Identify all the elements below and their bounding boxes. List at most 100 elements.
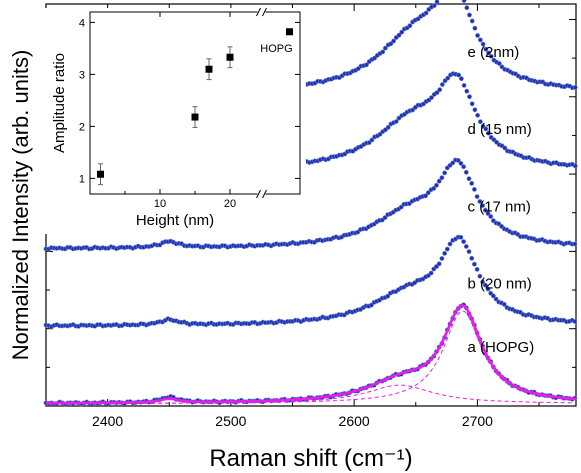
axis-break-gap xyxy=(257,9,266,15)
data-point xyxy=(477,199,483,204)
x-tick-label: 2500 xyxy=(215,413,246,429)
data-point xyxy=(461,239,466,244)
data-point xyxy=(428,270,434,276)
data-point xyxy=(483,126,489,132)
data-point xyxy=(434,90,440,95)
inset-data-point xyxy=(191,113,199,121)
data-point xyxy=(439,82,445,87)
data-point xyxy=(393,119,399,124)
data-point xyxy=(461,83,467,88)
series-label: e (2nm) xyxy=(468,44,520,61)
data-point xyxy=(467,94,472,100)
data-point xyxy=(463,244,469,249)
data-point xyxy=(572,318,578,324)
data-point xyxy=(502,145,508,151)
inset-data-point xyxy=(286,28,293,36)
inset-data-point xyxy=(97,170,104,178)
data-point xyxy=(464,88,470,94)
data-point xyxy=(391,38,396,44)
inset-y-tick-label: 1 xyxy=(79,173,85,185)
data-point xyxy=(469,255,475,261)
inset-x-tick-label: 10 xyxy=(154,198,166,210)
fit-curves xyxy=(46,304,577,405)
series-3 xyxy=(43,157,578,252)
data-point xyxy=(447,241,453,247)
inset-points xyxy=(97,28,293,186)
data-point xyxy=(475,33,480,38)
data-point xyxy=(458,234,464,240)
data-point xyxy=(431,185,437,191)
data-point xyxy=(439,256,445,261)
data-point xyxy=(477,37,483,43)
data-point xyxy=(472,25,478,31)
data-point xyxy=(461,0,467,3)
data-point xyxy=(501,301,507,307)
main-plot: 2400 2500 2600 2700 a (HOPG) b (20 nm) c (17 … xyxy=(8,0,578,472)
data-point xyxy=(434,182,439,188)
axis-break-mark xyxy=(256,189,261,199)
data-point xyxy=(382,45,388,51)
data-point xyxy=(369,137,375,143)
x-tick-label: 2700 xyxy=(462,413,493,429)
data-point xyxy=(486,130,491,136)
data-point xyxy=(456,72,462,78)
inset-y-axis-title: Amplitude ratio xyxy=(51,53,68,153)
data-point xyxy=(431,3,437,8)
data-point xyxy=(407,23,413,29)
data-point xyxy=(442,170,447,176)
main-series-group xyxy=(43,0,578,407)
data-point xyxy=(486,50,491,56)
fit-total-line xyxy=(46,304,577,405)
data-point xyxy=(455,157,461,163)
inset-x-axis-title: Height (nm) xyxy=(136,212,214,229)
data-point xyxy=(485,286,491,292)
series-label: d (15 nm) xyxy=(468,121,532,138)
data-point xyxy=(467,12,472,18)
data-point xyxy=(437,87,443,93)
data-point xyxy=(474,194,480,199)
data-point xyxy=(464,5,470,11)
data-point xyxy=(488,53,494,59)
data-point xyxy=(364,62,369,68)
data-point xyxy=(385,293,391,299)
data-point xyxy=(466,176,472,182)
data-point xyxy=(483,46,489,52)
data-point xyxy=(445,75,451,81)
data-point xyxy=(477,119,483,125)
inset-y-tick-label: 2 xyxy=(79,121,85,133)
data-point xyxy=(572,241,578,247)
x-tick-label: 2400 xyxy=(92,413,123,429)
fit-component-line xyxy=(46,384,576,404)
x-axis-title: Raman shift (cm⁻¹) xyxy=(209,445,412,472)
data-point xyxy=(496,61,502,66)
data-point xyxy=(477,273,483,279)
inset-data-point xyxy=(205,65,213,73)
x-tick-label: 2600 xyxy=(339,413,370,429)
data-point xyxy=(423,10,429,16)
data-point xyxy=(474,266,480,272)
data-point xyxy=(396,32,402,38)
data-point xyxy=(480,41,486,47)
axis-break-mark xyxy=(262,7,267,17)
data-point xyxy=(469,18,475,24)
data-point xyxy=(463,169,469,175)
data-point xyxy=(490,293,496,299)
data-point xyxy=(466,249,472,254)
data-point xyxy=(434,0,440,5)
inset-y-tick-label: 4 xyxy=(79,17,85,29)
data-point xyxy=(471,186,477,192)
y-axis-title: Normalized Intensity (arb. units) xyxy=(8,50,33,361)
data-point xyxy=(380,49,386,55)
data-point xyxy=(480,203,485,208)
data-point xyxy=(425,190,431,196)
series-label: c (17 nm) xyxy=(468,198,531,215)
inset-y-tick-label: 3 xyxy=(79,69,85,81)
series-label: b (20 nm) xyxy=(468,276,532,293)
fit-component-line xyxy=(46,310,577,404)
inset-plot: 10 20 1 2 3 4 HOPG Height (nm) Amplitude rati… xyxy=(42,7,306,234)
data-point xyxy=(442,250,447,256)
data-point xyxy=(572,163,578,169)
data-point xyxy=(475,112,480,118)
data-point xyxy=(399,29,405,35)
main-series-labels: a (HOPG) b (20 nm) c (17 nm) d (15 nm) e (2n… xyxy=(468,44,535,356)
